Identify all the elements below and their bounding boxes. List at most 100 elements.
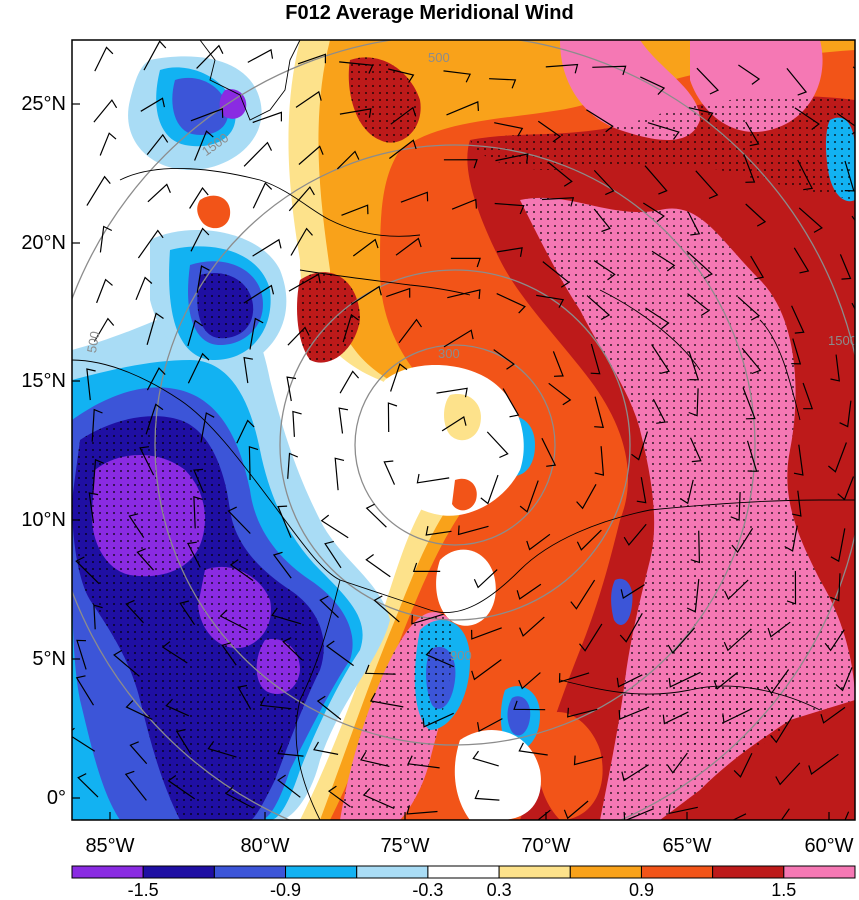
wind-barb bbox=[519, 616, 545, 637]
wind-barb bbox=[236, 419, 255, 444]
map-frame bbox=[71, 39, 856, 821]
ring-label-1500: 1500 bbox=[828, 333, 857, 348]
wind-barb bbox=[724, 579, 749, 601]
wind-barb bbox=[186, 541, 201, 568]
wind-barb bbox=[652, 398, 667, 424]
wind-barb bbox=[441, 416, 467, 432]
wind-barb bbox=[563, 800, 589, 820]
lat-label-20n: 20°N bbox=[21, 232, 66, 254]
wind-barb bbox=[548, 382, 572, 406]
wind-barb bbox=[147, 183, 171, 203]
wind-barb bbox=[272, 551, 292, 579]
wind-barb bbox=[248, 445, 259, 481]
wind-barb bbox=[519, 480, 539, 513]
wind-barb bbox=[369, 692, 404, 708]
wind-barb bbox=[161, 641, 188, 664]
wind-barb bbox=[593, 260, 616, 281]
wind-barb bbox=[227, 506, 251, 534]
wind-barb bbox=[765, 669, 790, 695]
wind-barb bbox=[91, 408, 103, 442]
wind-barb bbox=[77, 773, 99, 798]
wind-barb bbox=[388, 68, 415, 83]
wind-barb bbox=[802, 382, 814, 410]
map-title: F012 Average Meridional Wind bbox=[285, 2, 574, 24]
lat-label-10n: 10°N bbox=[21, 509, 66, 531]
wind-barb bbox=[619, 613, 643, 643]
colorbar-swatch bbox=[71, 865, 144, 879]
wind-barb bbox=[835, 667, 853, 692]
wind-barb bbox=[339, 370, 360, 394]
wind-barb bbox=[496, 247, 523, 257]
wind-barb bbox=[547, 161, 573, 187]
wind-barb bbox=[221, 642, 237, 666]
lon-label-80w: 80°W bbox=[240, 835, 290, 857]
wind-barb bbox=[86, 175, 111, 206]
wind-barb bbox=[288, 186, 315, 212]
ring-labels: 300 500 500 900 1500 1500 bbox=[84, 50, 857, 663]
colorbar-tick-label: 0.9 bbox=[628, 880, 654, 900]
wind-barb bbox=[365, 503, 387, 528]
wind-barb bbox=[389, 139, 417, 159]
wind-barb bbox=[486, 431, 509, 459]
wind-barb bbox=[713, 671, 738, 690]
wind-barb bbox=[135, 276, 153, 301]
ring-label-300: 300 bbox=[438, 346, 460, 361]
wind-barb bbox=[662, 711, 689, 725]
wind-barb bbox=[668, 671, 701, 688]
wind-barb bbox=[443, 159, 478, 169]
wind-barb bbox=[219, 609, 248, 631]
wind-barb bbox=[640, 76, 666, 96]
wind-barb bbox=[746, 440, 758, 472]
wind-barb bbox=[541, 197, 575, 207]
wind-barb bbox=[545, 63, 579, 74]
wind-barb bbox=[339, 61, 374, 74]
wind-barb bbox=[207, 741, 237, 758]
lon-label-60w: 60°W bbox=[804, 835, 854, 857]
wind-barb bbox=[542, 261, 570, 288]
wind-barb bbox=[502, 388, 520, 418]
wind-barb bbox=[327, 785, 351, 808]
wind-barb bbox=[411, 613, 444, 625]
wind-barb bbox=[390, 363, 408, 392]
wind-barb bbox=[179, 600, 196, 626]
wind-barb bbox=[797, 159, 814, 191]
wind-barb bbox=[536, 294, 565, 308]
wind-barb bbox=[644, 165, 668, 195]
wind-barb bbox=[190, 227, 210, 252]
wind-barb bbox=[494, 202, 525, 215]
lon-label-70w: 70°W bbox=[521, 835, 571, 857]
wind-barb bbox=[745, 121, 760, 147]
wind-barb bbox=[194, 130, 214, 161]
wind-barb bbox=[395, 237, 422, 256]
wind-barb bbox=[146, 133, 169, 155]
wind-barb bbox=[495, 153, 529, 164]
wind-barb bbox=[443, 329, 474, 348]
wind-barb bbox=[124, 770, 147, 801]
wind-barb bbox=[784, 525, 798, 552]
wind-barb bbox=[567, 707, 598, 718]
wind-barb bbox=[537, 809, 551, 820]
wind-barb bbox=[286, 376, 297, 402]
wind-barb bbox=[196, 265, 210, 293]
wind-barb bbox=[558, 672, 590, 683]
axis-ticks bbox=[72, 103, 830, 820]
ring-label-500: 500 bbox=[428, 50, 450, 65]
wind-barb bbox=[541, 437, 557, 467]
colorbar-tick-label: -0.3 bbox=[412, 880, 444, 900]
wind-barb bbox=[837, 476, 855, 501]
wind-barb bbox=[167, 775, 196, 800]
wind-barb bbox=[319, 595, 339, 619]
wind-barb bbox=[295, 90, 322, 108]
wind-barb bbox=[365, 554, 391, 578]
wind-barb bbox=[313, 741, 339, 755]
wind-barb bbox=[277, 745, 304, 757]
wind-barb bbox=[125, 700, 153, 720]
wind-barb bbox=[808, 753, 839, 775]
wind-barb bbox=[844, 160, 855, 192]
wind-barb bbox=[450, 257, 481, 268]
wind-barb bbox=[316, 695, 342, 720]
colorbar-swatch bbox=[213, 865, 287, 879]
wind-barb bbox=[737, 296, 761, 321]
wind-barb bbox=[277, 505, 292, 538]
wind-barb bbox=[93, 317, 115, 342]
